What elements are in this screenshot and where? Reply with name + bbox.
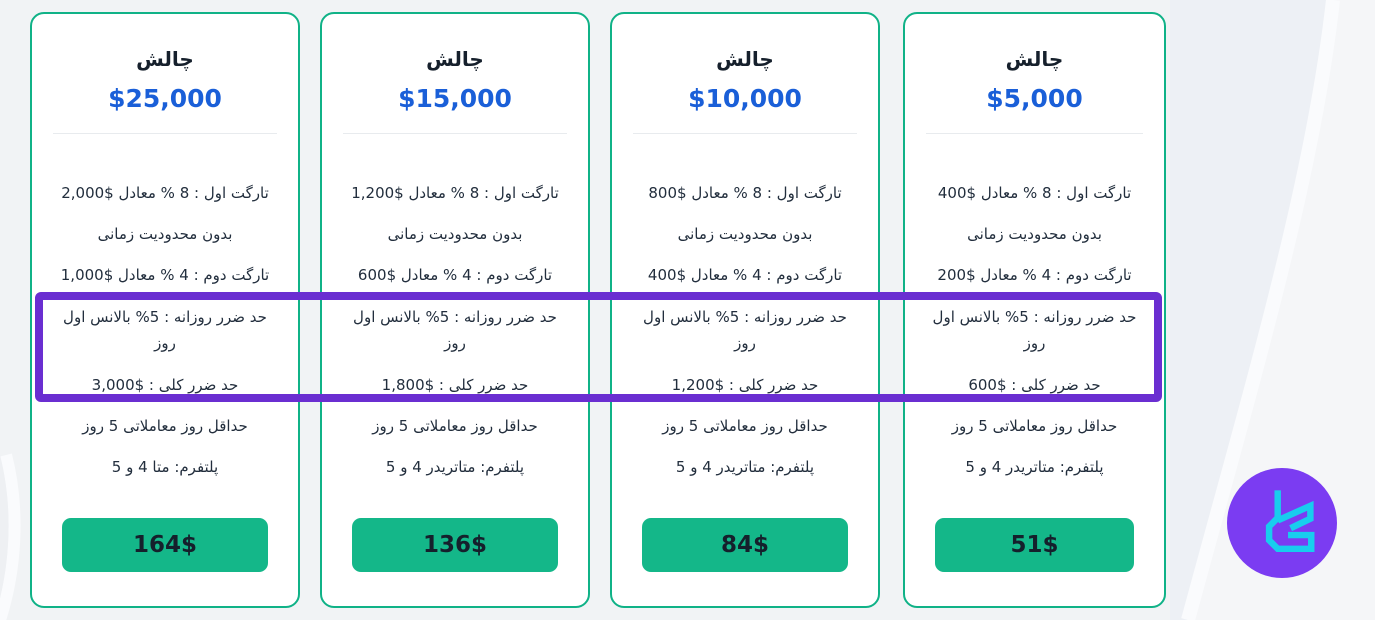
feature-row-platform: پلتفرم: متاتریدر 4 و 5 bbox=[385, 458, 525, 476]
feature-row-target2: تارگت دوم : 4 % معادل $600 bbox=[357, 266, 553, 284]
pricing-card-10000: چالش $10,000 تارگت اول : 8 % معادل $800 … bbox=[610, 12, 880, 608]
feature-row-total-loss: حد ضرر کلی : $1,200 bbox=[671, 376, 819, 394]
pricing-card-25000: چالش $25,000 تارگت اول : 8 % معادل $2,00… bbox=[30, 12, 300, 608]
card-title: چالش bbox=[716, 47, 774, 71]
feature-row-daily-loss: حد ضرر روزانه : 5% بالانس اول روز bbox=[932, 308, 1137, 352]
feature-row-daily-loss: حد ضرر روزانه : 5% بالانس اول روز bbox=[643, 308, 847, 352]
divider bbox=[53, 133, 277, 134]
card-title: چالش bbox=[1005, 47, 1064, 71]
divider bbox=[925, 133, 1144, 134]
card-price: $10,000 bbox=[688, 84, 802, 113]
feature-row-min-days: حداقل روز معاملاتی 5 روز bbox=[372, 417, 538, 435]
feature-row-no-time-limit: بدون محدودیت زمانی bbox=[387, 225, 523, 243]
feature-row-daily-loss: حد ضرر روزانه : 5% بالانس اول روز bbox=[353, 308, 557, 352]
feature-row-platform: پلتفرم: متاتریدر 4 و 5 bbox=[965, 458, 1104, 476]
card-price: $25,000 bbox=[108, 84, 222, 113]
card-price: $5,000 bbox=[986, 84, 1083, 113]
feature-row-platform: پلتفرم: متاتریدر 4 و 5 bbox=[675, 458, 815, 476]
buy-button[interactable]: 136$ bbox=[352, 518, 558, 572]
feature-row-target1: تارگت اول : 8 % معادل $400 bbox=[937, 184, 1132, 202]
pricing-card-15000: چالش $15,000 تارگت اول : 8 % معادل $1,20… bbox=[320, 12, 590, 608]
feature-row-min-days: حداقل روز معاملاتی 5 روز bbox=[662, 417, 828, 435]
feature-row-total-loss: حد ضرر کلی : $1,800 bbox=[381, 376, 529, 394]
buy-button[interactable]: 164$ bbox=[62, 518, 268, 572]
feature-row-platform: پلتفرم: متا 4 و 5 bbox=[111, 458, 219, 476]
feature-row-target2: تارگت دوم : 4 % معادل $1,000 bbox=[60, 266, 270, 284]
divider bbox=[343, 133, 567, 134]
buy-button[interactable]: 51$ bbox=[935, 518, 1134, 572]
feature-row-min-days: حداقل روز معاملاتی 5 روز bbox=[951, 417, 1118, 435]
card-title: چالش bbox=[136, 47, 194, 71]
card-price: $15,000 bbox=[398, 84, 512, 113]
feature-row-target2: تارگت دوم : 4 % معادل $200 bbox=[937, 266, 1132, 284]
feature-row-target1: تارگت اول : 8 % معادل $1,200 bbox=[351, 184, 559, 202]
buy-button[interactable]: 84$ bbox=[642, 518, 848, 572]
card-title: چالش bbox=[426, 47, 484, 71]
divider bbox=[633, 133, 857, 134]
feature-row-total-loss: حد ضرر کلی : $3,000 bbox=[91, 376, 239, 394]
feature-row-no-time-limit: بدون محدودیت زمانی bbox=[967, 225, 1102, 243]
brand-logo-icon bbox=[1265, 490, 1315, 553]
feature-row-target1: تارگت اول : 8 % معادل $800 bbox=[648, 184, 842, 202]
feature-row-target2: تارگت دوم : 4 % معادل $400 bbox=[647, 266, 843, 284]
feature-row-target1: تارگت اول : 8 % معادل $2,000 bbox=[61, 184, 269, 202]
feature-row-min-days: حداقل روز معاملاتی 5 روز bbox=[82, 417, 248, 435]
feature-row-no-time-limit: بدون محدودیت زمانی bbox=[97, 225, 233, 243]
feature-row-daily-loss: حد ضرر روزانه : 5% بالانس اول روز bbox=[63, 308, 267, 352]
brand-logo[interactable] bbox=[1227, 468, 1337, 578]
pricing-card-5000: چالش $5,000 تارگت اول : 8 % معادل $400 ب… bbox=[903, 12, 1166, 608]
feature-row-total-loss: حد ضرر کلی : $600 bbox=[968, 376, 1101, 394]
feature-row-no-time-limit: بدون محدودیت زمانی bbox=[677, 225, 813, 243]
